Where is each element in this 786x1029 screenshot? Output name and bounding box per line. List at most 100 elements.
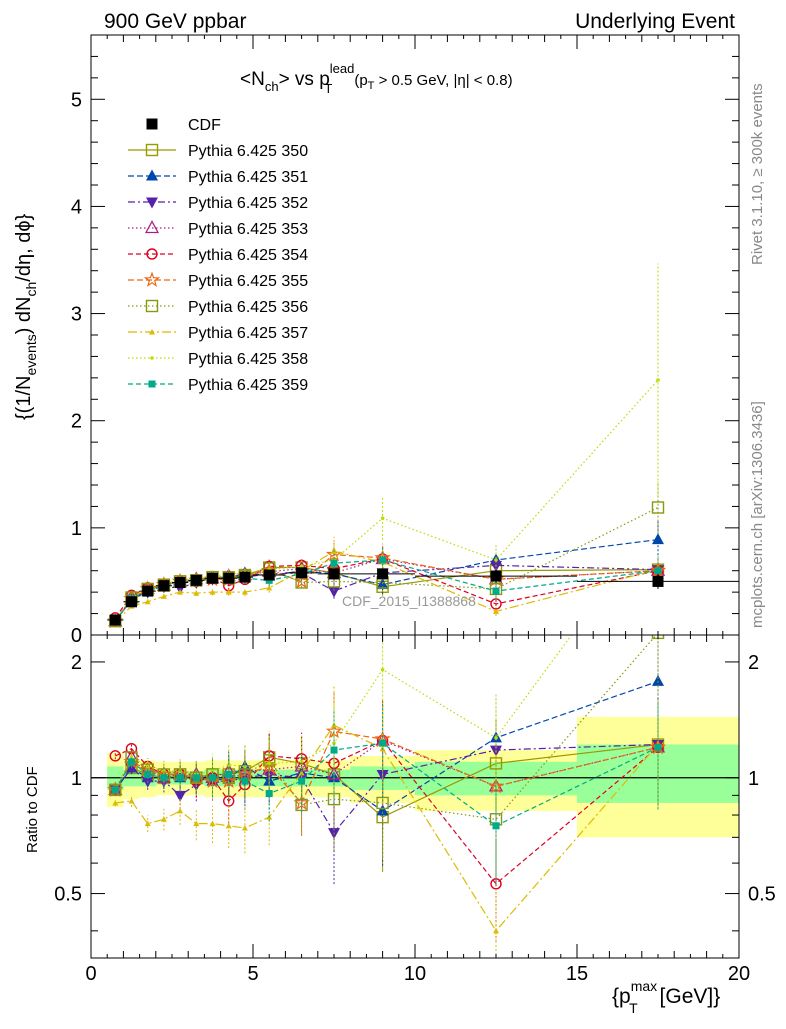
ratio-y-tick-label-right: 2 [748, 652, 759, 674]
legend-entry: Pythia 6.425 353 [128, 220, 308, 238]
ratio-point [298, 777, 306, 785]
ratio-point [492, 822, 500, 830]
legend-entry: Pythia 6.425 351 [128, 169, 308, 186]
ratio-point [174, 790, 187, 802]
cdf-point [328, 568, 340, 580]
legend-entry: Pythia 6.425 358 [128, 351, 308, 368]
main-point [160, 593, 167, 599]
ratio-point [209, 820, 216, 827]
ratio-y-tick-label-right: 1 [748, 768, 759, 790]
ratio-point [241, 825, 248, 831]
cdf-point [142, 585, 154, 597]
legend-marker [145, 299, 159, 313]
ratio-point [376, 804, 389, 816]
legend-label: CDF [188, 117, 221, 134]
main-y-tick-label: 5 [71, 89, 82, 111]
legend-marker [143, 271, 161, 287]
main-point [225, 589, 232, 595]
legend-entry: Pythia 6.425 359 [128, 377, 308, 394]
x-tick-label: 15 [566, 963, 588, 985]
ratio-point [299, 760, 304, 764]
x-tick-label: 10 [404, 963, 426, 985]
main-title: <Nch> vs plead T (pT > 0.5 GeV, |η| < 0.8) [240, 61, 513, 96]
legend-marker [149, 329, 155, 335]
main-point [328, 586, 340, 598]
ratio-panel [90, 634, 740, 959]
cdf-point [190, 574, 202, 586]
ratio-point [144, 820, 151, 827]
ratio-point [210, 769, 215, 774]
legend-marker [148, 380, 156, 388]
legend-label: Pythia 6.425 351 [188, 169, 308, 186]
legend-marker [144, 220, 160, 234]
ratio-y-tick-label: 2 [71, 652, 82, 674]
x-tick-label: 0 [85, 963, 96, 985]
ratio-series-line [114, 635, 657, 820]
cdf-point [652, 575, 664, 587]
ratio-series-line [115, 739, 659, 885]
header-right-label: Underlying Event [575, 10, 735, 33]
legend-marker [150, 356, 154, 360]
ratio-point [489, 757, 503, 770]
cdf-point [263, 569, 275, 581]
ratio-point [109, 750, 122, 762]
ratio-point [177, 807, 184, 814]
ratio-point [330, 746, 338, 754]
legend-label: Pythia 6.425 352 [188, 195, 308, 212]
legend-entry: CDF [146, 117, 221, 134]
cdf-point [377, 568, 389, 580]
main-point [494, 558, 498, 562]
main-y-tick-label: 3 [71, 304, 82, 326]
ratio-point [111, 786, 119, 794]
legend-marker [146, 197, 158, 209]
ratio-point [160, 774, 168, 782]
main-point [330, 559, 338, 567]
main-point [177, 589, 184, 595]
main-point [656, 378, 660, 382]
main-y-axis-label: {(1/Nevents) dNch/dη, dϕ} [13, 213, 39, 420]
legend-label: Pythia 6.425 358 [188, 351, 308, 368]
ratio-point [129, 755, 134, 760]
ratio-point [128, 758, 135, 766]
legend-marker [146, 169, 158, 181]
ratio-point [193, 820, 200, 827]
legend-entry: Pythia 6.425 356 [128, 299, 308, 316]
ratio-y-tick-label: 1 [71, 768, 82, 790]
ratio-point [209, 774, 216, 782]
ratio-point [494, 736, 498, 740]
main-point [651, 501, 665, 514]
analysis-watermark: CDF_2015_I1388868 [342, 593, 476, 609]
cdf-point [109, 614, 121, 626]
rivet-label: Rivet 3.1.10, ≥ 300k events [749, 83, 766, 265]
legend-marker [146, 248, 158, 260]
main-y-tick-label: 0 [71, 625, 82, 647]
main-point [193, 590, 200, 596]
x-tick-label: 5 [247, 963, 258, 985]
main-y-tick-label: 4 [71, 196, 82, 218]
ratio-y-axis-label: Ratio to CDF [24, 766, 41, 853]
ratio-point [379, 739, 387, 747]
ratio-point [243, 764, 247, 769]
x-axis-label: {pmax T [GeV]} [612, 978, 720, 1016]
legend-entry: Pythia 6.425 355 [128, 271, 308, 290]
main-point [241, 589, 248, 595]
main-point [493, 608, 499, 614]
cdf-point [207, 572, 218, 584]
ratio-series-line [114, 742, 659, 827]
main-series-350 [109, 556, 665, 628]
legend-entry: Pythia 6.425 350 [128, 143, 308, 160]
main-point [266, 584, 273, 591]
ratio-point [112, 799, 119, 806]
main-point [209, 589, 216, 595]
legend-label: Pythia 6.425 357 [188, 325, 308, 342]
legend-label: Pythia 6.425 350 [188, 143, 308, 160]
ratio-point [493, 927, 499, 934]
main-y-tick-label: 2 [71, 411, 82, 433]
main-y-tick-label: 1 [71, 518, 82, 540]
legend-label: Pythia 6.425 355 [188, 273, 308, 290]
ratio-point [226, 763, 231, 767]
legend-label: Pythia 6.425 356 [188, 299, 308, 316]
ratio-y-tick-label: 0.5 [54, 884, 82, 906]
legend: CDF Pythia 6.425 350 Pythia 6.425 351 Pythi… [128, 117, 308, 394]
